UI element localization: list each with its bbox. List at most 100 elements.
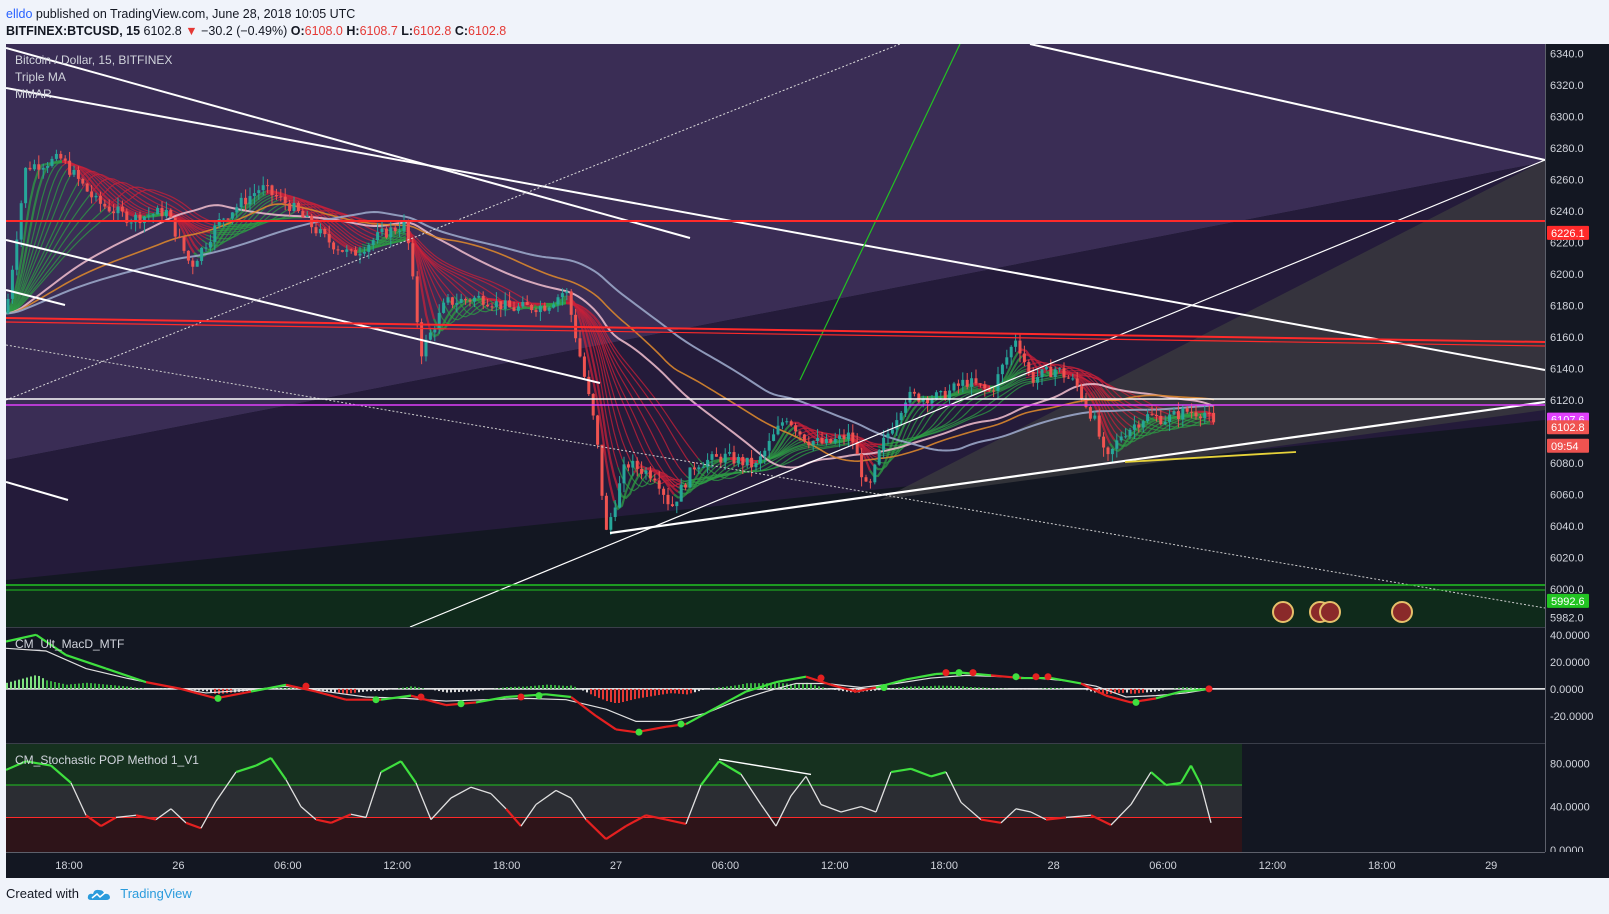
candle-body	[1036, 377, 1040, 383]
candle-body	[367, 244, 371, 252]
stoch-line	[960, 801, 982, 821]
change-value: −30.2 (−0.49%)	[201, 24, 288, 38]
tradingview-link[interactable]: TradingView	[120, 886, 192, 901]
candle-body	[178, 236, 182, 238]
stoch-line	[570, 797, 587, 820]
macd-histogram-bar	[770, 683, 772, 689]
candle-body	[758, 456, 762, 463]
macd-histogram-bar	[994, 688, 996, 689]
macd-histogram-bar	[622, 688, 624, 703]
candle-body	[384, 228, 388, 238]
event-flag-icon[interactable]	[1319, 601, 1341, 623]
candle-body	[648, 470, 652, 479]
stoch-legend: CM_Stochastic POP Method 1_V1	[15, 753, 199, 767]
macd-histogram-bar	[318, 688, 320, 691]
stoch-line	[415, 782, 432, 820]
stoch-line	[1030, 811, 1047, 821]
macd-line	[615, 728, 637, 734]
legend-mmar: MMAR	[15, 87, 52, 101]
event-flag-icon[interactable]	[1272, 601, 1294, 623]
macd-histogram-bar	[1122, 688, 1124, 693]
stoch-line	[1015, 808, 1032, 813]
trend-line-5	[6, 289, 66, 306]
macd-tick-label: 40.0000	[1550, 630, 1590, 642]
candle-body	[1115, 440, 1119, 449]
candle-body	[195, 260, 199, 267]
publish-info: published on TradingView.com, June 28, 2…	[35, 7, 356, 21]
candle-body	[1053, 369, 1057, 377]
macd-line	[685, 706, 717, 726]
ma-ribbon-line	[849, 438, 883, 446]
macd-histogram-bar	[486, 688, 488, 690]
macd-histogram-bar	[966, 686, 968, 689]
candle-body	[217, 219, 221, 226]
candle-body	[626, 464, 630, 468]
candle-body	[301, 211, 305, 218]
candle-body	[292, 202, 296, 212]
publish-header: elldo published on TradingView.com, June…	[6, 6, 355, 22]
ma-ribbon-line	[205, 198, 275, 243]
candle-body	[882, 437, 886, 451]
candle-body	[697, 467, 701, 470]
macd-histogram-bar	[462, 688, 464, 692]
candle-body	[1185, 408, 1189, 412]
time-tick-label: 28	[1047, 860, 1059, 872]
stoch-line	[1090, 814, 1112, 826]
macd-histogram-bar	[430, 688, 432, 690]
time-tick-label: 12:00	[1259, 860, 1287, 872]
candle-body	[32, 164, 36, 170]
low-value: 6102.8	[413, 24, 452, 38]
stoch-divergence-line	[718, 758, 812, 776]
down-arrow-icon: ▼	[185, 24, 198, 38]
macd-histogram-bar	[1134, 688, 1136, 694]
stoch-overbought-zone	[6, 744, 1242, 786]
trend-line-3	[6, 239, 601, 384]
price-tick-label: 6060.0	[1550, 490, 1584, 502]
candle-body	[1207, 412, 1211, 414]
candle-body	[772, 434, 776, 441]
ma-ribbon-line	[6, 188, 83, 315]
price-tick-label: 6200.0	[1550, 269, 1584, 281]
time-tick-label: 06:00	[274, 860, 302, 872]
candle-body	[886, 433, 890, 438]
candle-body	[270, 185, 274, 196]
time-tick-label: 27	[610, 860, 622, 872]
author-link[interactable]: elldo	[6, 7, 33, 21]
candle-body	[490, 306, 494, 308]
candle-body	[274, 195, 278, 197]
candle-body	[156, 207, 160, 215]
candle-body	[1172, 411, 1176, 415]
support-line	[609, 400, 1546, 535]
candle-body	[508, 300, 512, 308]
candle-body	[701, 466, 705, 468]
macd-histogram-bar	[1106, 688, 1108, 695]
stoch-plot	[6, 744, 1242, 852]
macd-line	[180, 687, 217, 700]
candle-body	[1014, 340, 1018, 347]
macd-cross-dot	[214, 694, 222, 702]
time-axis[interactable]	[6, 852, 1609, 878]
ma-ribbon-line	[565, 301, 691, 464]
candle-body	[1000, 364, 1004, 375]
price-tick-label: 6180.0	[1550, 301, 1584, 313]
ma-ribbon-line	[697, 443, 851, 479]
macd-histogram-bar	[670, 688, 672, 694]
event-flag-icon[interactable]	[1391, 601, 1413, 623]
macd-cross-dot	[635, 728, 643, 736]
low-label: L:	[401, 24, 414, 38]
macd-histogram-bar	[778, 682, 780, 689]
candle-body	[1194, 412, 1198, 417]
stoch-line	[585, 818, 607, 840]
ma-ribbon-line	[565, 302, 683, 484]
ma-ribbon-line	[1109, 417, 1155, 453]
macd-histogram-bar	[46, 680, 48, 689]
macd-histogram-bar	[926, 686, 928, 689]
time-tick-label: 18:00	[1368, 860, 1396, 872]
macd-histogram-bar	[654, 688, 656, 696]
macd-histogram-bar	[1090, 688, 1092, 692]
candle-body	[1163, 421, 1167, 425]
macd-histogram-bar	[346, 688, 348, 694]
candle-body	[829, 438, 833, 443]
candle-body	[710, 454, 714, 460]
